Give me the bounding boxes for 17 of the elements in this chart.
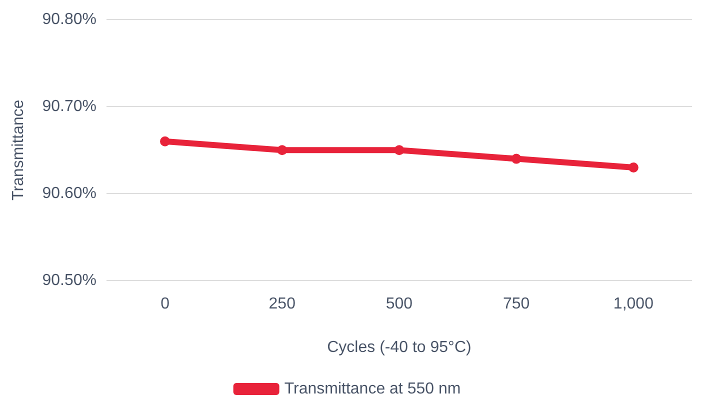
- x-tick-label: 0: [160, 296, 170, 313]
- legend-label: Transmittance at 550 nm: [284, 380, 461, 398]
- point: [160, 136, 170, 146]
- y-tick-label: 90.50%: [42, 272, 96, 290]
- point: [628, 162, 638, 172]
- y-tick-label: 90.70%: [42, 98, 96, 116]
- y-axis-title: Transmittance: [10, 100, 28, 200]
- x-tick-label: 500: [386, 296, 413, 313]
- x-tick-label: 750: [502, 296, 530, 313]
- y-tick-label: 90.60%: [42, 185, 96, 202]
- point: [511, 154, 522, 164]
- x-tick-label: 1,000: [613, 296, 654, 313]
- x-axis-title: Cycles (-40 to 95°C): [327, 338, 472, 356]
- y-tick-label: 90.80%: [42, 11, 96, 28]
- point: [394, 145, 404, 156]
- point: [277, 145, 288, 156]
- x-tick-label: 250: [268, 296, 296, 313]
